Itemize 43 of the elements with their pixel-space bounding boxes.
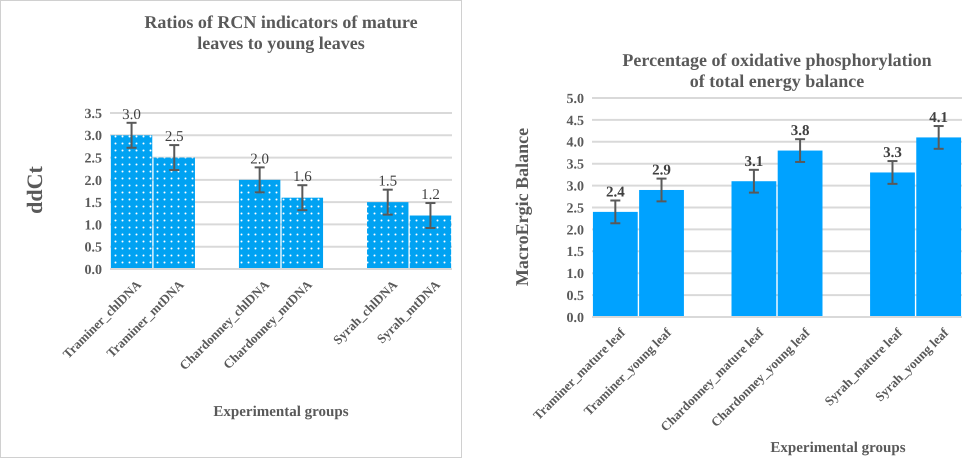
y-tick-label: 0.0	[566, 310, 584, 326]
y-tick-label: 0.5	[566, 289, 584, 304]
y-tick-label: 1.5	[566, 245, 584, 260]
data-label: 1.6	[292, 169, 312, 186]
data-label: 3.1	[744, 154, 764, 170]
data-label: 2.5	[164, 129, 184, 146]
bar	[282, 198, 324, 269]
data-label: 3.3	[883, 145, 902, 162]
bar	[367, 202, 408, 269]
y-tick-label: 1.0	[84, 218, 102, 234]
data-label: 1.2	[421, 187, 440, 204]
data-label: 4.1	[929, 110, 948, 126]
y-tick-label: 2.5	[84, 151, 102, 166]
chart-title: Ratios of RCN indicators of mature leaves to young leaves	[144, 12, 418, 53]
y-tick-label: 3.0	[84, 129, 102, 144]
y-tick-label: 2.0	[84, 174, 102, 189]
x-axis-title: Experimental groups	[770, 440, 906, 456]
y-tick-label: 4.5	[566, 114, 584, 129]
data-label: 1.5	[378, 174, 398, 190]
bar	[154, 158, 195, 269]
data-label: 2.4	[606, 184, 626, 200]
y-tick-label: 0.0	[84, 262, 102, 278]
data-label: 2.9	[652, 162, 671, 179]
y-axis-title: ddCt	[22, 165, 47, 214]
bar	[238, 180, 280, 269]
y-tick-label: 5.0	[566, 92, 584, 107]
y-tick-label: 4.0	[566, 136, 584, 151]
bar	[110, 135, 152, 269]
y-tick-label: 2.0	[566, 223, 584, 238]
y-tick-label: 3.5	[84, 106, 102, 122]
y-tick-label: 0.5	[84, 240, 102, 256]
data-label: 3.8	[790, 123, 810, 140]
x-axis-title: Experimental groups	[213, 404, 349, 420]
chart-title: Percentage of oxidative phosphorylation of total energy balance	[622, 50, 932, 91]
y-tick-label: 3.5	[566, 158, 584, 173]
y-tick-label: 2.5	[566, 201, 584, 216]
y-tick-label: 3.0	[566, 180, 584, 194]
data-label: 3.0	[122, 106, 141, 123]
bar	[410, 216, 452, 269]
data-label: 2.0	[250, 151, 270, 168]
y-tick-label: 1.0	[566, 267, 584, 282]
y-axis-title: MacroErgic Balance	[512, 128, 532, 286]
y-tick-label: 1.5	[84, 196, 102, 212]
